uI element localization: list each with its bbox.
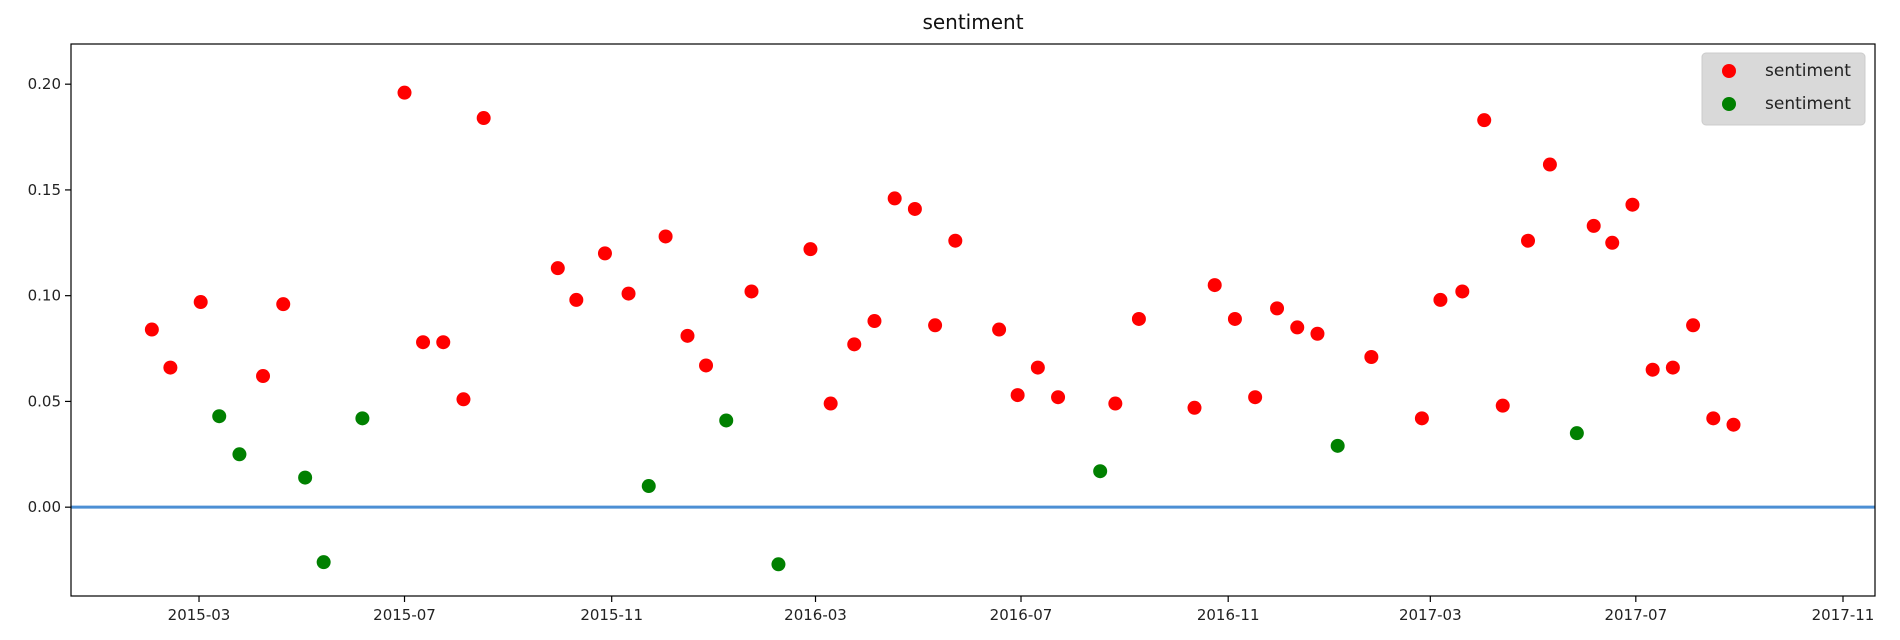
x-tick-label: 2016-11 [1197,606,1260,624]
data-point-red [550,261,565,276]
legend-label-green: sentiment [1765,94,1851,114]
data-point-red [256,369,271,384]
legend-marker-green [1722,97,1736,111]
y-axis: 0.00 0.05 0.10 0.15 0.20 [28,75,71,516]
data-point-red [476,111,491,126]
data-point-red [193,295,208,310]
data-point-red [163,360,178,375]
legend: sentiment sentiment [1701,52,1866,126]
x-tick-label: 2017-03 [1399,606,1462,624]
y-tick-label: 0.05 [28,392,61,410]
data-point-red [597,246,612,261]
data-point-red [1131,311,1146,326]
x-tick-label: 2015-03 [168,606,231,624]
data-point-red [1051,390,1066,405]
data-point-red [1207,278,1222,293]
data-point-red [1625,197,1640,212]
data-point-red [1706,411,1721,426]
data-point-red [1521,233,1536,248]
data-point-green [316,555,331,570]
data-point-red [887,191,902,206]
data-point-red [144,322,159,337]
data-point-red [658,229,673,244]
data-point-red [847,337,862,352]
y-tick-label: 0.20 [28,75,61,93]
x-axis: 2015-03 2015-07 2015-11 2016-03 2016-07 2016-… [168,596,1875,624]
data-point-red [744,284,759,299]
legend-box [1701,52,1866,126]
data-point-green [771,557,786,572]
data-point-red [397,85,412,100]
data-point-red [569,292,584,307]
data-point-red [1665,360,1680,375]
chart-title: sentiment [922,10,1023,34]
data-point-green [1093,464,1108,479]
data-point-green [232,447,247,462]
x-tick-label: 2016-03 [784,606,847,624]
data-point-red [823,396,838,411]
data-point-red [1542,157,1557,172]
data-point-red [1414,411,1429,426]
data-point-red [436,335,451,350]
data-point-red [1455,284,1470,299]
data-point-red [1227,311,1242,326]
data-point-red [1010,388,1025,403]
data-point-red [699,358,714,373]
legend-label-red: sentiment [1765,61,1851,81]
data-point-red [803,242,818,257]
data-point-red [1586,218,1601,233]
data-point-red [1645,362,1660,377]
data-point-red [948,233,963,248]
x-tick-label: 2015-11 [580,606,643,624]
data-point-red [416,335,431,350]
y-tick-label: 0.00 [28,498,61,516]
data-point-green [1330,438,1345,453]
data-point-red [1605,235,1620,250]
data-point-green [641,479,656,494]
data-point-red [1187,400,1202,415]
x-tick-label: 2017-11 [1812,606,1875,624]
data-point-red [1433,292,1448,307]
y-tick-label: 0.10 [28,287,61,305]
data-point-green [1569,426,1584,441]
data-point-red [1495,398,1510,413]
data-point-green [355,411,370,426]
data-point-red [928,318,943,333]
data-point-red [1364,350,1379,365]
x-tick-label: 2015-07 [373,606,436,624]
x-tick-label: 2017-07 [1604,606,1667,624]
x-tick-label: 2016-07 [990,606,1053,624]
data-point-red [992,322,1007,337]
data-point-red [907,201,922,216]
data-point-red [867,314,882,329]
data-point-red [1726,417,1741,432]
data-point-green [298,470,313,485]
data-point-red [1310,326,1325,341]
data-point-red [1270,301,1285,316]
data-point-red [1108,396,1123,411]
data-point-red [1686,318,1701,333]
data-points [144,85,1741,572]
data-point-red [621,286,636,301]
data-point-green [719,413,734,428]
data-point-red [1248,390,1263,405]
data-point-red [1030,360,1045,375]
data-point-red [456,392,471,407]
data-point-red [1477,113,1492,128]
data-point-green [212,409,227,424]
data-point-red [680,328,695,343]
y-tick-label: 0.15 [28,181,61,199]
data-point-red [276,297,291,312]
plot-area-frame [70,43,1876,597]
data-point-red [1290,320,1305,335]
legend-marker-red [1722,64,1736,78]
